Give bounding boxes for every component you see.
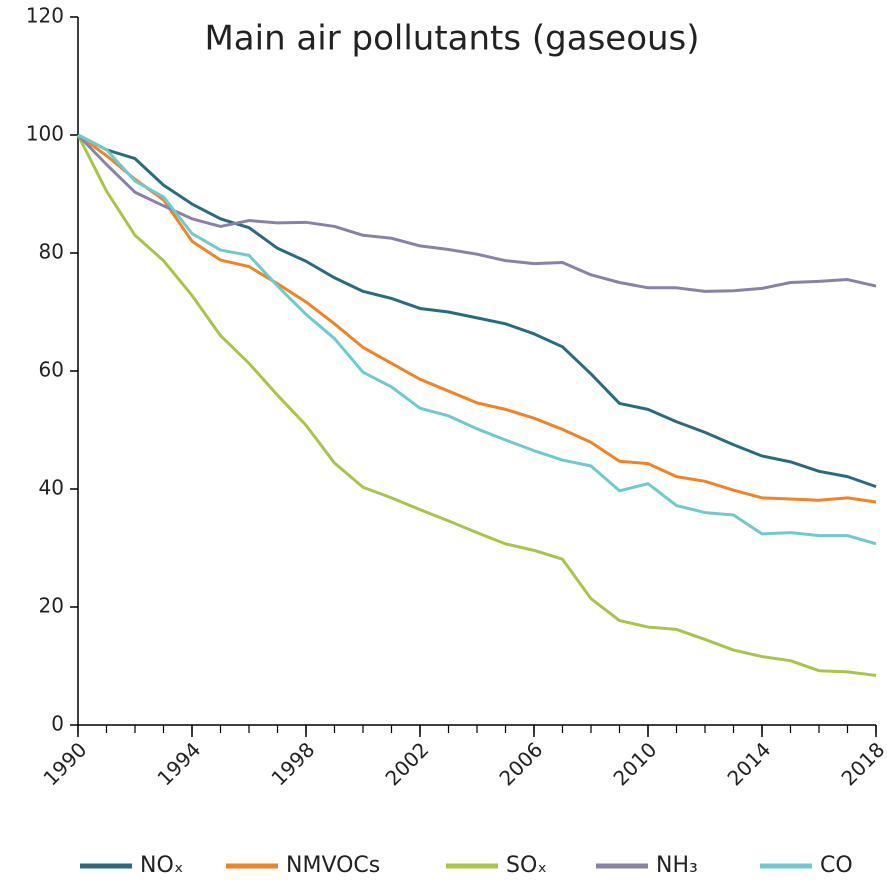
- series-line: [76, 134, 877, 677]
- legend-label: CO: [820, 853, 853, 878]
- x-tick-label: 1990: [38, 737, 91, 790]
- y-tick-label: 60: [39, 358, 64, 382]
- x-tick-label: 2002: [380, 737, 433, 790]
- series-line: [77, 133, 877, 546]
- x-tick-label: 1994: [152, 737, 205, 790]
- chart-title: Main air pollutants (gaseous): [204, 19, 699, 59]
- y-tick-label: 20: [39, 594, 64, 618]
- series-line: [76, 133, 877, 293]
- legend-label: NOₓ: [140, 853, 184, 878]
- x-tick-label: 2018: [836, 737, 887, 790]
- legend-label: NMVOCs: [286, 853, 380, 878]
- y-tick-label: 40: [39, 476, 64, 500]
- y-tick-label: 120: [26, 4, 64, 28]
- series-line: [77, 133, 877, 504]
- x-tick-label: 1998: [266, 737, 319, 790]
- series-line: [77, 133, 877, 489]
- y-tick-label: 100: [26, 122, 64, 146]
- y-tick-label: 0: [51, 712, 64, 736]
- x-tick-label: 2010: [608, 737, 661, 790]
- x-tick-label: 2014: [722, 737, 775, 790]
- legend-label: NH₃: [656, 853, 698, 878]
- x-tick-label: 2006: [494, 737, 547, 790]
- y-tick-label: 80: [39, 240, 64, 264]
- legend-label: SOₓ: [506, 853, 547, 878]
